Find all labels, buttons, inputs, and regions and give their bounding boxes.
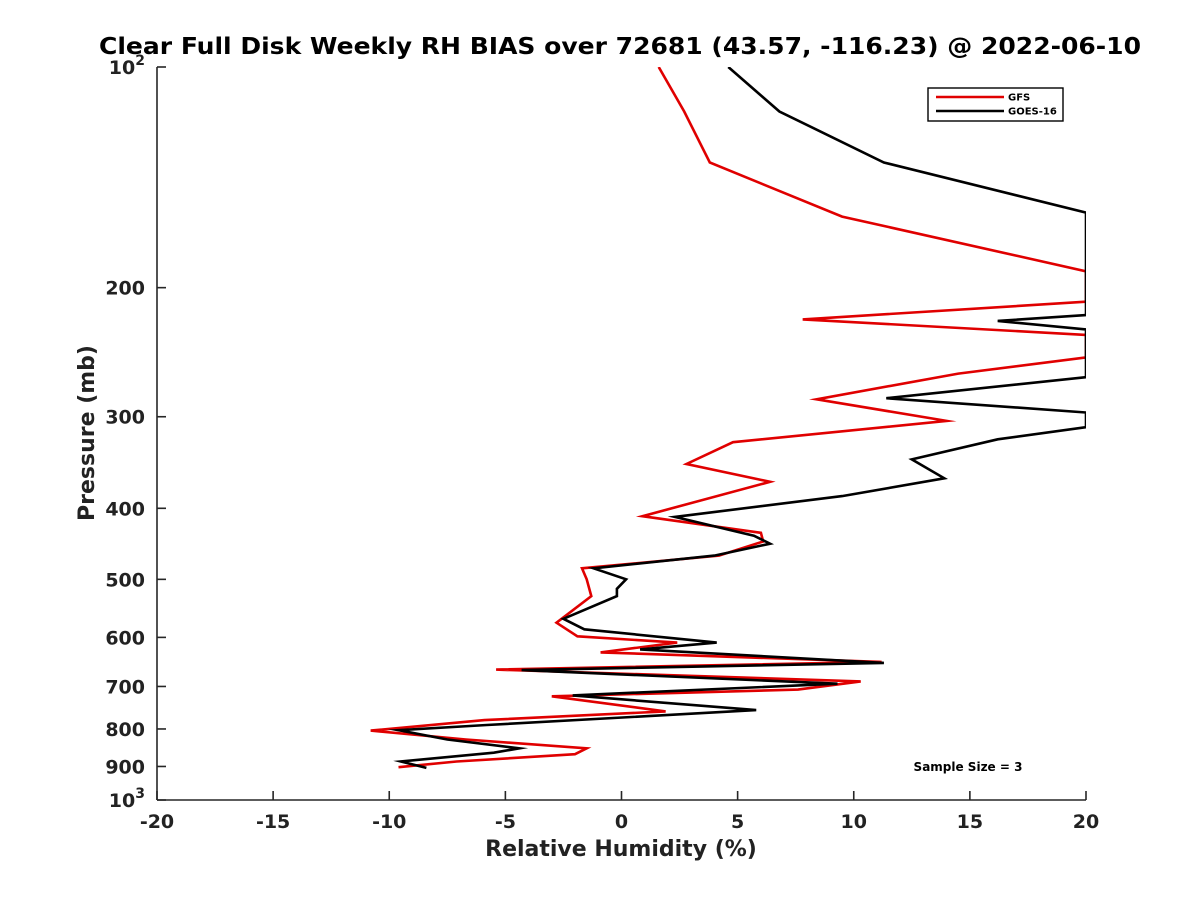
x-tick-label: -5: [495, 811, 516, 833]
legend-label-goes-16: GOES-16: [1008, 107, 1057, 118]
axes: -20 -15 -10 -5 0 5 10 15 20 102 200 300 400 500 600 700…: [105, 53, 1099, 833]
y-tick-label: 103: [109, 786, 145, 812]
y-tick-label: 800: [105, 719, 145, 741]
x-tick-label: 0: [615, 811, 628, 833]
x-tick-label: -20: [140, 811, 174, 833]
x-tick-label: -15: [256, 811, 290, 833]
x-tick-label: 5: [731, 811, 744, 833]
x-tick-label: 15: [957, 811, 983, 833]
y-tick-label: 300: [105, 407, 145, 429]
x-tick-label: -10: [372, 811, 406, 833]
y-tick-label: 400: [105, 498, 145, 520]
series-line-goes-16: [387, 67, 1086, 770]
series-line-gfs: [370, 67, 1086, 769]
y-axis-label: Pressure (mb): [75, 345, 100, 521]
plot-area: [157, 67, 1086, 800]
legend-box: [927, 87, 1064, 122]
chart-title: Clear Full Disk Weekly RH BIAS over 7268…: [99, 34, 1141, 60]
x-axis-label: Relative Humidity (%): [485, 837, 757, 862]
y-tick-label: 900: [105, 756, 145, 778]
legend-label-gfs: GFS: [1008, 93, 1030, 104]
y-tick-label: 600: [105, 627, 145, 649]
y-tick-label: 102: [109, 53, 145, 79]
x-tick-label: 20: [1073, 811, 1099, 833]
y-tick-label: 200: [105, 278, 145, 300]
legend: GFS GOES-16: [927, 87, 1064, 122]
y-tick-label: 500: [105, 569, 145, 591]
y-tick-label: 700: [105, 676, 145, 698]
series-layer: [370, 67, 1086, 770]
x-tick-label: 10: [841, 811, 867, 833]
sample-size-annotation: Sample Size = 3: [914, 760, 1023, 774]
